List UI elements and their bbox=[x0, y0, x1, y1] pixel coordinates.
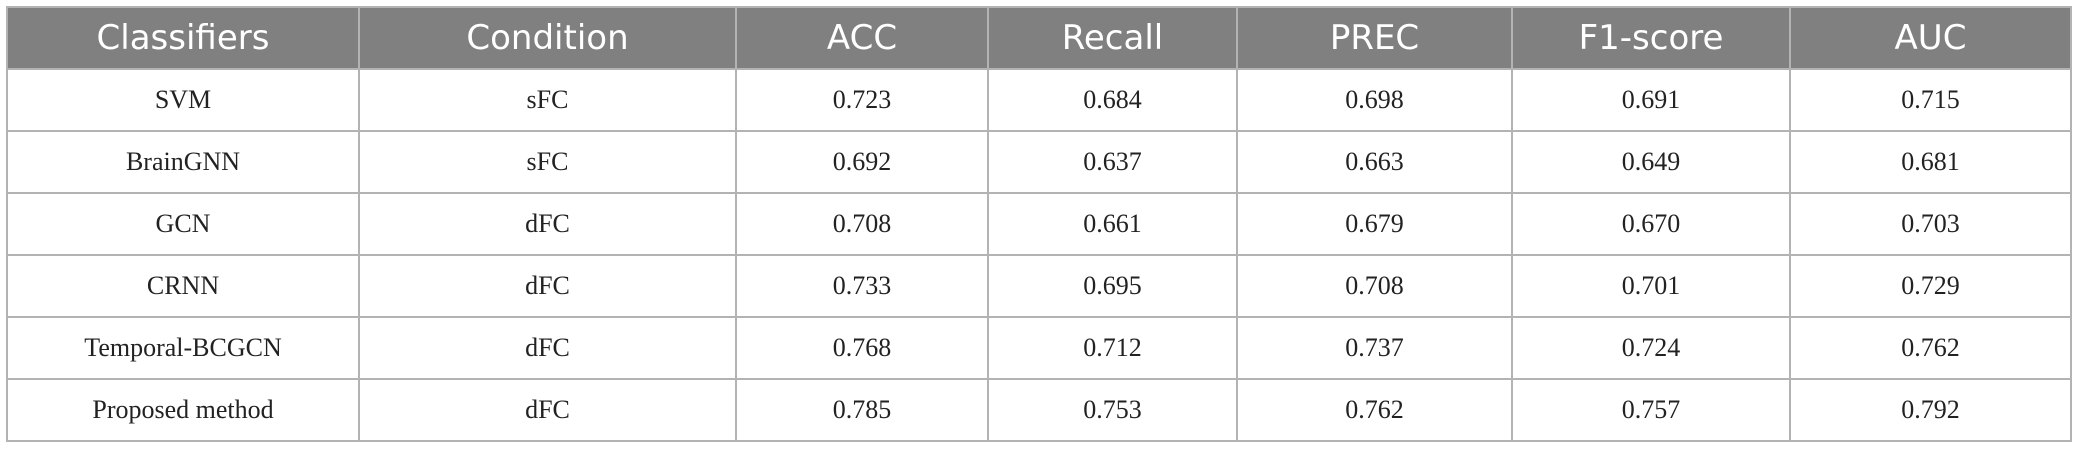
table-cell: 0.701 bbox=[1511, 254, 1791, 318]
header-cell: AUC bbox=[1789, 6, 2072, 70]
table-container: Classifiers Condition ACC Recall PREC F1-scor… bbox=[6, 6, 2072, 442]
table-cell: 0.729 bbox=[1789, 254, 2072, 318]
table-cell: 0.661 bbox=[987, 192, 1238, 256]
table-row: SVM sFC 0.723 0.684 0.698 0.691 0.715 bbox=[6, 68, 2072, 132]
table-cell: 0.637 bbox=[987, 130, 1238, 194]
table-cell: 0.708 bbox=[735, 192, 989, 256]
table-cell: 0.695 bbox=[987, 254, 1238, 318]
table-cell: dFC bbox=[358, 254, 737, 318]
table-cell: dFC bbox=[358, 316, 737, 380]
table-cell: 0.753 bbox=[987, 378, 1238, 442]
table-cell: 0.737 bbox=[1236, 316, 1513, 380]
table-cell: 0.681 bbox=[1789, 130, 2072, 194]
table-cell: sFC bbox=[358, 68, 737, 132]
table-cell: 0.712 bbox=[987, 316, 1238, 380]
table-row: BrainGNN sFC 0.692 0.637 0.663 0.649 0.681 bbox=[6, 130, 2072, 194]
table-cell: SVM bbox=[6, 68, 360, 132]
table-cell: sFC bbox=[358, 130, 737, 194]
table-cell: Temporal-BCGCN bbox=[6, 316, 360, 380]
header-cell: PREC bbox=[1236, 6, 1513, 70]
table-cell: GCN bbox=[6, 192, 360, 256]
table-cell: 0.733 bbox=[735, 254, 989, 318]
table-cell: CRNN bbox=[6, 254, 360, 318]
table-cell: 0.715 bbox=[1789, 68, 2072, 132]
table-cell: 0.762 bbox=[1789, 316, 2072, 380]
header-cell: ACC bbox=[735, 6, 989, 70]
table-cell: 0.708 bbox=[1236, 254, 1513, 318]
table-row: GCN dFC 0.708 0.661 0.679 0.670 0.703 bbox=[6, 192, 2072, 256]
results-table: Classifiers Condition ACC Recall PREC F1-scor… bbox=[6, 6, 2072, 442]
table-cell: 0.663 bbox=[1236, 130, 1513, 194]
header-cell: F1-score bbox=[1511, 6, 1791, 70]
table-cell: 0.679 bbox=[1236, 192, 1513, 256]
table-cell: 0.724 bbox=[1511, 316, 1791, 380]
table-row: CRNN dFC 0.733 0.695 0.708 0.701 0.729 bbox=[6, 254, 2072, 318]
table-cell: 0.792 bbox=[1789, 378, 2072, 442]
table-cell: 0.723 bbox=[735, 68, 989, 132]
table-cell: 0.670 bbox=[1511, 192, 1791, 256]
header-cell: Classifiers bbox=[6, 6, 360, 70]
header-cell: Condition bbox=[358, 6, 737, 70]
table-cell: 0.698 bbox=[1236, 68, 1513, 132]
table-cell: 0.684 bbox=[987, 68, 1238, 132]
table-cell: dFC bbox=[358, 192, 737, 256]
table-cell: 0.757 bbox=[1511, 378, 1791, 442]
table-cell: 0.692 bbox=[735, 130, 989, 194]
table-row: Temporal-BCGCN dFC 0.768 0.712 0.737 0.724 0.7… bbox=[6, 316, 2072, 380]
table-cell: 0.768 bbox=[735, 316, 989, 380]
table-cell: 0.785 bbox=[735, 378, 989, 442]
table-cell: dFC bbox=[358, 378, 737, 442]
table-cell: 0.691 bbox=[1511, 68, 1791, 132]
table-cell: 0.703 bbox=[1789, 192, 2072, 256]
table-cell: Proposed method bbox=[6, 378, 360, 442]
header-cell: Recall bbox=[987, 6, 1238, 70]
table-cell: 0.762 bbox=[1236, 378, 1513, 442]
table-cell: BrainGNN bbox=[6, 130, 360, 194]
table-cell: 0.649 bbox=[1511, 130, 1791, 194]
table-row: Proposed method dFC 0.785 0.753 0.762 0.757 0.… bbox=[6, 378, 2072, 442]
table-body: SVM sFC 0.723 0.684 0.698 0.691 0.715 BrainGNN s… bbox=[6, 68, 2072, 442]
header-row: Classifiers Condition ACC Recall PREC F1-scor… bbox=[6, 6, 2072, 70]
